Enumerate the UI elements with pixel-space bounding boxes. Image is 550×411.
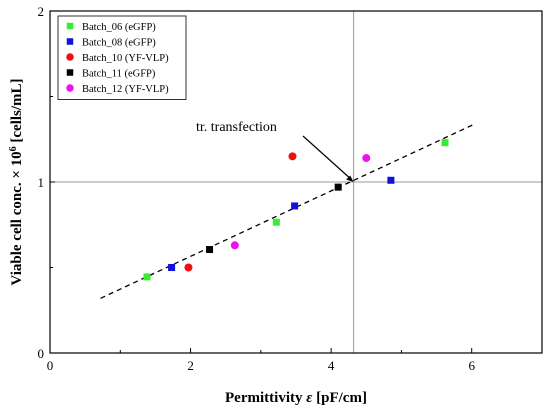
data-point-series-2 [168,264,176,271]
y-axis-title: Viable cell conc. × 106 [cells/mL] [8,78,26,285]
x-tick-label: 4 [328,358,335,373]
fit-line-group [100,124,474,299]
y-axis-exponent: 6 [8,146,19,151]
legend-marker [66,53,74,61]
legend-label: Batch_12 (YF-VLP) [82,84,169,95]
legend-marker [66,38,74,45]
legend-label: Batch_11 (eGFP) [82,69,156,80]
data-point-series-4 [206,246,214,254]
x-axis-title: Permittivity ε [pF/cm] [225,390,367,406]
axis-ticks: 0 2 4 6 0 1 2 [38,4,476,373]
legend-marker [66,69,74,76]
data-point-series-3 [288,152,297,161]
data-point-series-5 [362,154,371,163]
data-point-series-4 [334,183,342,191]
data-point-series-1 [441,139,449,147]
x-tick-label: 0 [47,358,54,373]
legend-marker [66,84,74,92]
legend: Batch_06 (eGFP) Batch_08 (eGFP) Batch_10 (… [57,15,187,100]
annotation-group: tr. transfection [196,120,354,182]
legend-box [57,15,187,100]
data-points [143,139,449,281]
x-tick-label: 6 [468,358,475,373]
y-tick-label: 0 [38,346,45,361]
annotation-arrowhead [346,175,354,182]
data-point-series-3 [184,263,193,272]
x-axis-symbol: ε [306,390,313,406]
legend-label: Batch_08 (eGFP) [82,38,156,49]
annotation-arrow-line [302,135,350,178]
data-point-series-5 [230,241,239,250]
fit-line [100,124,474,299]
data-point-series-2 [387,176,395,184]
annotation-label: tr. transfection [196,120,277,135]
y-tick-label: 1 [38,175,45,190]
data-point-series-1 [272,218,280,226]
y-tick-label: 2 [38,4,45,19]
data-point-series-2 [291,202,299,210]
data-point-series-1 [143,273,151,281]
legend-label: Batch_10 (YF-VLP) [82,53,169,64]
x-tick-label: 2 [187,358,194,373]
legend-marker [66,22,74,30]
legend-label: Batch_06 (eGFP) [82,22,156,33]
